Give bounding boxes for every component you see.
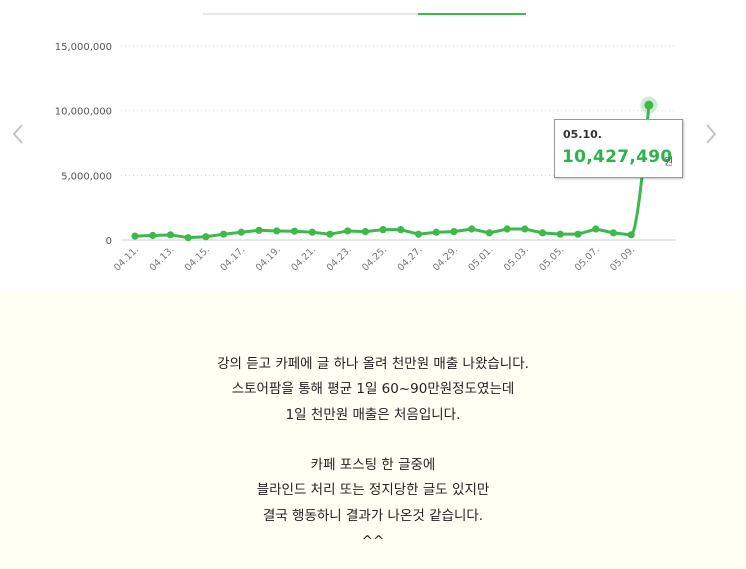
data-points <box>131 96 658 242</box>
x-tick-label: 05.07. <box>573 244 602 273</box>
tooltip-date: 05.10. <box>563 128 602 141</box>
data-point[interactable] <box>290 227 299 235</box>
data-point[interactable] <box>432 228 440 236</box>
post-line: 블라인드 처리 또는 정지당한 글도 있지만 <box>256 482 490 499</box>
data-point[interactable] <box>326 230 334 238</box>
data-point[interactable] <box>344 227 352 235</box>
x-tick-label: 04.13. <box>147 244 176 273</box>
x-tick-label: 04.29. <box>431 244 460 273</box>
post-line-blank <box>0 428 746 453</box>
x-tick-label: 05.01. <box>466 244 495 273</box>
x-tick-label: 04.27. <box>395 244 424 273</box>
data-point[interactable] <box>166 231 175 239</box>
data-point[interactable] <box>414 230 423 238</box>
data-point[interactable] <box>521 225 529 233</box>
post-line: 강의 듣고 카페에 글 하나 올려 천만원 매출 나왔습니다. <box>217 356 529 372</box>
y-tick-label: 10,000,000 <box>55 107 112 118</box>
data-point[interactable] <box>503 225 511 233</box>
data-point[interactable] <box>237 228 245 236</box>
data-point[interactable] <box>255 226 263 234</box>
y-tick-label: 0 <box>106 236 112 247</box>
post-line: 1일 천만원 매출은 처음입니다. <box>285 406 461 423</box>
post-line: ^^ <box>361 533 385 550</box>
data-point[interactable] <box>592 225 600 233</box>
data-point[interactable] <box>220 230 228 238</box>
data-point[interactable] <box>361 227 369 236</box>
x-tick-label: 05.03. <box>502 244 531 273</box>
data-point[interactable] <box>538 229 547 237</box>
data-point[interactable] <box>609 229 618 237</box>
x-tick-label: 04.23. <box>325 244 354 273</box>
post-line: 스토어팜을 통해 평균 1일 60~90만원정도였는데 <box>231 381 515 398</box>
x-tick-label: 04.11. <box>112 244 141 273</box>
post-body: 강의 듣고 카페에 글 하나 올려 천만원 매출 나왔습니다. 스토어팜을 통해… <box>0 352 746 554</box>
data-point[interactable] <box>184 234 192 242</box>
data-point[interactable] <box>627 231 635 239</box>
data-point[interactable] <box>485 229 493 237</box>
post-line: 결국 행동하니 결과가 나온것 같습니다. <box>262 507 484 524</box>
data-tooltip: 05.10. 10,427,490 원 <box>554 119 683 178</box>
tooltip-value: 10,427,490 <box>562 147 673 167</box>
data-point[interactable] <box>574 230 582 238</box>
x-tick-label: 05.09. <box>608 244 637 273</box>
y-tick-label: 5,000,000 <box>61 171 112 182</box>
x-tick-label: 04.21. <box>289 244 318 273</box>
data-point[interactable] <box>202 233 210 241</box>
data-point[interactable] <box>149 231 157 240</box>
chevron-left-icon[interactable] <box>8 120 30 148</box>
y-axis-tick-labels: 15,000,000 10,000,000 5,000,000 0 <box>55 42 112 247</box>
data-point[interactable] <box>468 225 476 233</box>
chevron-right-icon[interactable] <box>700 120 722 148</box>
x-tick-label: 05.05. <box>537 244 566 273</box>
x-tick-label: 04.17. <box>218 244 247 273</box>
data-point[interactable] <box>450 227 458 236</box>
x-tick-label: 04.15. <box>183 244 212 273</box>
x-axis-tick-labels: 04.11. 04.13. 04.15. 04.17. 04.19. 04.21. 04.2… <box>112 244 637 273</box>
x-tick-label: 04.19. <box>254 244 283 273</box>
data-point[interactable] <box>397 226 405 234</box>
data-point[interactable] <box>644 100 654 110</box>
y-tick-label: 15,000,000 <box>55 42 112 53</box>
data-point[interactable] <box>379 226 387 234</box>
data-point[interactable] <box>273 227 281 235</box>
post-line: 카페 포스팅 한 글중에 <box>310 457 436 474</box>
data-point[interactable] <box>556 230 564 238</box>
x-tick-label: 04.25. <box>360 244 389 273</box>
grid-lines <box>121 45 676 241</box>
tooltip-unit: 원 <box>664 157 674 168</box>
data-point[interactable] <box>308 228 316 236</box>
chart-panel: 15,000,000 10,000,000 5,000,000 0 04.11. 04.… <box>0 0 746 290</box>
data-point[interactable] <box>131 232 139 240</box>
